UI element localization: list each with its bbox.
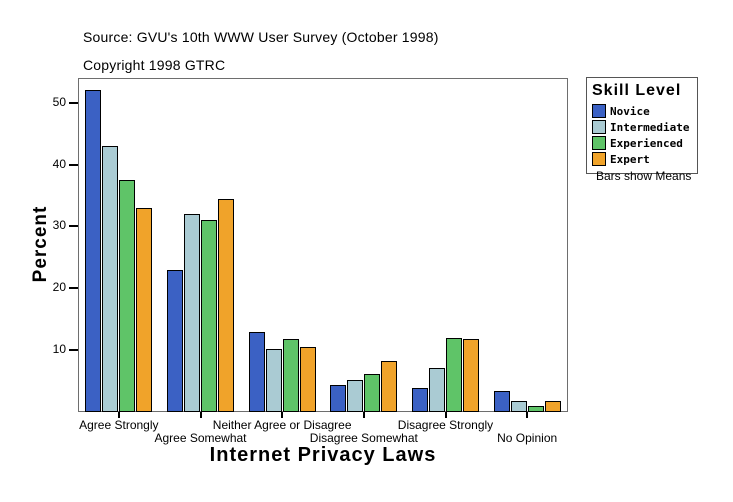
bar-expert-5 <box>463 339 479 412</box>
legend-entry-intermediate: Intermediate <box>592 119 692 135</box>
x-category-label: Disagree Strongly <box>397 418 494 432</box>
bar-intermediate-5 <box>429 368 445 412</box>
legend-entry-novice: Novice <box>592 103 692 119</box>
bar-experienced-3 <box>282 339 299 412</box>
bar-expert-1 <box>136 208 153 412</box>
bar-intermediate-2 <box>184 214 200 412</box>
y-tick-label: 40 <box>52 156 66 171</box>
y-tick-label: 20 <box>52 280 66 295</box>
intermediate-color-swatch <box>592 120 606 134</box>
bar-novice-4 <box>330 385 347 412</box>
y-tick-label: 50 <box>52 94 66 109</box>
bar-expert-4 <box>381 361 398 412</box>
x-tick-mark <box>362 412 365 418</box>
x-tick-mark <box>281 412 284 418</box>
bar-experienced-6 <box>527 406 544 412</box>
y-tick-label: 10 <box>52 342 66 357</box>
bar-novice-6 <box>493 391 510 412</box>
bar-intermediate-1 <box>102 146 119 412</box>
bar-intermediate-3 <box>265 349 282 412</box>
x-category-label: Neither Agree or Disagree <box>212 418 352 432</box>
legend-entry-experienced: Experienced <box>592 135 692 151</box>
x-category-label: Disagree Somewhat <box>309 431 418 445</box>
y-tick-label: 30 <box>52 218 66 233</box>
bar-expert-2 <box>218 199 234 412</box>
y-tick-mark <box>69 101 78 104</box>
novice-color-swatch <box>592 104 606 118</box>
expert-color-swatch <box>592 152 606 166</box>
bar-intermediate-6 <box>510 401 527 412</box>
bar-experienced-1 <box>119 180 136 412</box>
legend-entries: Novice Intermediate Experienced Expert <box>592 103 692 167</box>
copyright-caption: Copyright 1998 GTRC <box>83 57 226 73</box>
bar-novice-3 <box>248 332 265 412</box>
x-tick-mark <box>444 412 447 418</box>
legend-entry-label: Expert <box>610 152 650 166</box>
legend-entry-expert: Expert <box>592 151 692 167</box>
source-caption: Source: GVU's 10th WWW User Survey (Octo… <box>83 29 439 45</box>
legend-entry-label: Intermediate <box>610 120 690 134</box>
bar-experienced-4 <box>364 374 381 412</box>
experienced-color-swatch <box>592 136 606 150</box>
bar-experienced-5 <box>446 338 462 412</box>
x-tick-mark <box>199 412 202 418</box>
x-category-label: Agree Somewhat <box>154 431 247 445</box>
x-axis-title: Internet Privacy Laws <box>209 444 437 466</box>
y-tick-mark <box>69 287 78 290</box>
x-tick-mark <box>117 412 120 418</box>
legend-box: Skill Level Novice Intermediate Experience… <box>586 77 698 174</box>
bar-expert-3 <box>299 347 316 412</box>
bar-novice-2 <box>167 270 183 412</box>
plot-area <box>78 78 568 412</box>
bar-novice-5 <box>412 388 428 412</box>
bars-show-means-note: Bars show Means <box>596 169 692 183</box>
bar-expert-6 <box>544 401 561 412</box>
bar-intermediate-4 <box>347 380 364 412</box>
legend-title: Skill Level <box>592 82 682 99</box>
y-tick-mark <box>69 225 78 228</box>
x-category-label: No Opinion <box>497 431 558 445</box>
legend-entry-label: Experienced <box>610 136 683 150</box>
x-tick-mark <box>526 412 529 418</box>
x-category-label: Agree Strongly <box>79 418 159 432</box>
legend-entry-label: Novice <box>610 104 650 118</box>
bar-experienced-2 <box>201 220 217 412</box>
bar-novice-1 <box>85 90 102 412</box>
y-tick-mark <box>69 349 78 352</box>
y-tick-mark <box>69 163 78 166</box>
